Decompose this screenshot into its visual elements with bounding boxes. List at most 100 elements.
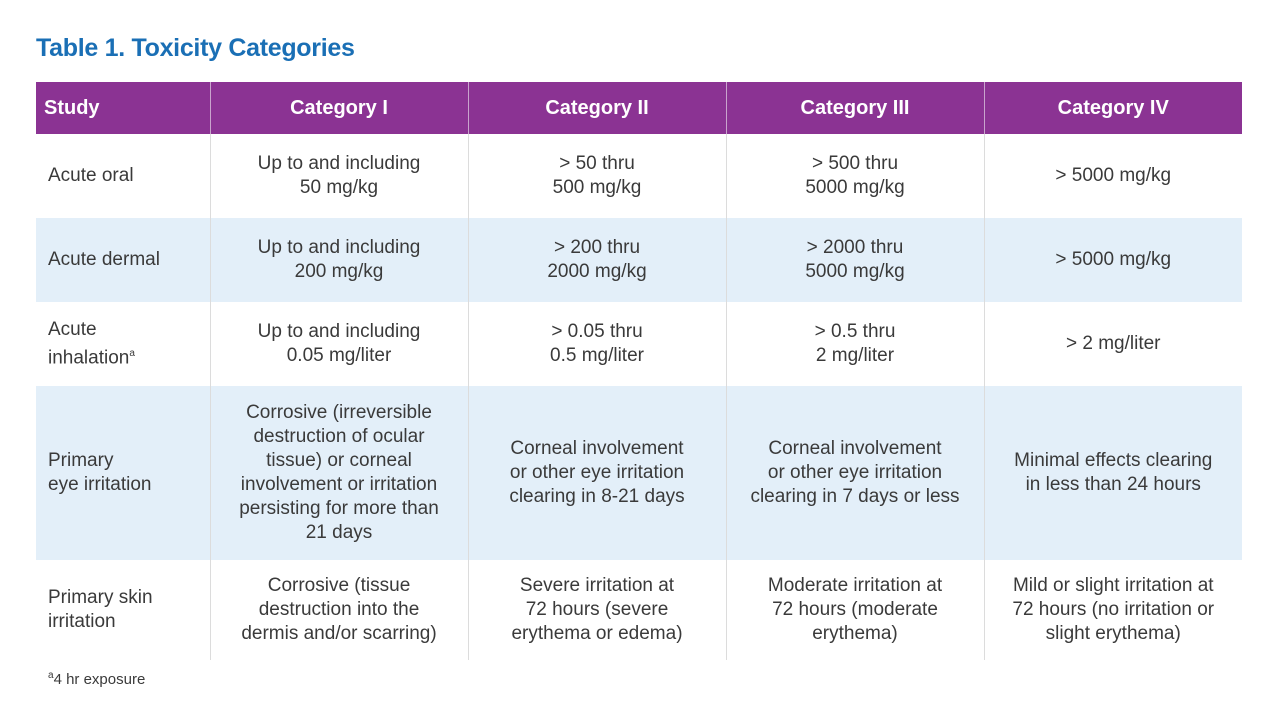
category-4-cell: Minimal effects clearing in less than 24 … <box>983 386 1242 560</box>
cell-line: > 5000 mg/kg <box>1055 165 1172 186</box>
study-label-line: Primary <box>48 449 202 473</box>
category-3-cell: > 500 thru 5000 mg/kg <box>725 134 984 218</box>
category-2-cell: Corneal involvement or other eye irritati… <box>467 386 726 560</box>
study-label-line: inhalationa <box>48 342 202 370</box>
header-category-2: Category II <box>467 82 726 134</box>
cell-line: 21 days <box>305 522 373 543</box>
cell-line: in less than 24 hours <box>1025 474 1201 495</box>
cell-line: clearing in 8-21 days <box>509 486 685 507</box>
cell-line: 72 hours (severe <box>525 599 669 620</box>
cell-line: Mild or slight irritation at <box>1012 575 1214 596</box>
cell-line: involvement or irritation <box>240 474 438 495</box>
study-cell: Acute dermal <box>36 218 210 302</box>
category-2-cell: > 200 thru 2000 mg/kg <box>467 218 726 302</box>
cell-line: 5000 mg/kg <box>805 177 905 198</box>
study-label-text: Primary skin <box>48 587 153 608</box>
header-category-4: Category IV <box>983 82 1242 134</box>
cell-line: > 2 mg/liter <box>1065 333 1161 354</box>
footnote-text: 4 hr exposure <box>53 671 146 688</box>
cell-line: Up to and including <box>257 237 421 258</box>
cell-line: Corneal involvement <box>768 438 942 459</box>
cell-line: or other eye irritation <box>509 462 685 483</box>
category-2-cell: > 50 thru 500 mg/kg <box>467 134 726 218</box>
study-cell: Acute inhalationa <box>36 302 210 386</box>
cell-line: Corneal involvement <box>510 438 684 459</box>
cell-line: Up to and including <box>257 153 421 174</box>
study-cell: Primary eye irritation <box>36 386 210 560</box>
study-label-line: Acute oral <box>48 164 202 188</box>
cell-line: erythema) <box>812 623 898 644</box>
cell-line: > 500 thru <box>811 153 899 174</box>
category-2-cell: Severe irritation at 72 hours (severe eryt… <box>467 560 726 660</box>
category-3-cell: > 2000 thru 5000 mg/kg <box>725 218 984 302</box>
table-row: Acute oral Up to and including 50 mg/kg > 5… <box>36 134 1242 218</box>
cell-line: or other eye irritation <box>767 462 943 483</box>
study-label-text: eye irritation <box>48 474 152 495</box>
study-label-line: Acute <box>48 318 202 342</box>
category-4-cell: > 5000 mg/kg <box>983 134 1242 218</box>
table-row: Acute inhalationa Up to and including 0.05 … <box>36 302 1242 386</box>
category-3-cell: > 0.5 thru 2 mg/liter <box>725 302 984 386</box>
study-label-text: Acute dermal <box>48 249 160 270</box>
cell-line: > 5000 mg/kg <box>1055 249 1172 270</box>
cell-line: erythema or edema) <box>511 623 683 644</box>
cell-line: tissue) or corneal <box>266 450 412 471</box>
footnote-marker: a <box>129 347 135 359</box>
category-4-cell: > 5000 mg/kg <box>983 218 1242 302</box>
cell-line: 500 mg/kg <box>552 177 642 198</box>
study-label-line: Acute dermal <box>48 248 202 272</box>
study-cell: Primary skin irritation <box>36 560 210 660</box>
cell-line: > 0.05 thru <box>551 321 643 342</box>
table-row: Primary skin irritation Corrosive (tissue d… <box>36 560 1242 660</box>
cell-line: Corrosive (irreversible <box>246 402 432 423</box>
cell-line: 2000 mg/kg <box>547 261 647 282</box>
cell-line: Minimal effects clearing <box>1014 450 1213 471</box>
cell-line: 72 hours (no irritation or <box>1012 599 1215 620</box>
study-cell: Acute oral <box>36 134 210 218</box>
header-category-3: Category III <box>725 82 984 134</box>
study-label-text: Acute <box>48 318 97 340</box>
category-1-cell: Up to and including 50 mg/kg <box>209 134 468 218</box>
cell-line: Moderate irritation at <box>767 575 943 596</box>
cell-line: > 200 thru <box>553 237 641 258</box>
category-4-cell: Mild or slight irritation at 72 hours (no… <box>983 560 1242 660</box>
cell-line: > 2000 thru <box>806 237 904 258</box>
cell-line: Corrosive (tissue <box>267 575 411 596</box>
cell-line: 50 mg/kg <box>299 177 379 198</box>
study-label-line: irritation <box>48 610 202 634</box>
study-label-line: Primary skin <box>48 586 202 610</box>
footnote: a4 hr exposure <box>48 670 145 688</box>
category-1-cell: Corrosive (tissue destruction into the der… <box>209 560 468 660</box>
study-label-text: inhalation <box>48 347 130 369</box>
cell-line: destruction into the <box>258 599 420 620</box>
category-3-cell: Corneal involvement or other eye irritati… <box>725 386 984 560</box>
cell-line: slight erythema) <box>1045 623 1181 644</box>
header-row: Study Category I Category II Category II… <box>36 82 1242 134</box>
category-1-cell: Up to and including 0.05 mg/liter <box>209 302 468 386</box>
study-label-text: irritation <box>48 611 116 632</box>
cell-line: 0.5 mg/liter <box>550 345 644 366</box>
cell-line: persisting for more than <box>239 498 439 519</box>
toxicity-table: Study Category I Category II Category II… <box>36 82 1242 660</box>
study-label-text: Acute oral <box>48 165 134 186</box>
cell-line: Severe irritation at <box>519 575 675 596</box>
header-study: Study <box>36 82 210 134</box>
study-label-line: eye irritation <box>48 473 202 497</box>
table-row: Primary eye irritation Corrosive (irrevers… <box>36 386 1242 560</box>
table-row: Acute dermal Up to and including 200 mg/kg… <box>36 218 1242 302</box>
category-3-cell: Moderate irritation at 72 hours (moderate… <box>725 560 984 660</box>
cell-line: 72 hours (moderate <box>772 599 938 620</box>
study-label-text: Primary <box>48 450 114 471</box>
header-category-1: Category I <box>209 82 468 134</box>
cell-line: dermis and/or scarring) <box>241 623 437 644</box>
cell-line: Up to and including <box>257 321 421 342</box>
cell-line: 200 mg/kg <box>294 261 384 282</box>
cell-line: > 50 thru <box>559 153 635 174</box>
footnote-mark: a <box>48 670 54 681</box>
cell-line: clearing in 7 days or less <box>750 486 960 507</box>
cell-line: > 0.5 thru <box>814 321 896 342</box>
cell-line: destruction of ocular <box>253 426 425 447</box>
category-2-cell: > 0.05 thru 0.5 mg/liter <box>467 302 726 386</box>
category-4-cell: > 2 mg/liter <box>983 302 1242 386</box>
cell-line: 0.05 mg/liter <box>286 345 392 366</box>
